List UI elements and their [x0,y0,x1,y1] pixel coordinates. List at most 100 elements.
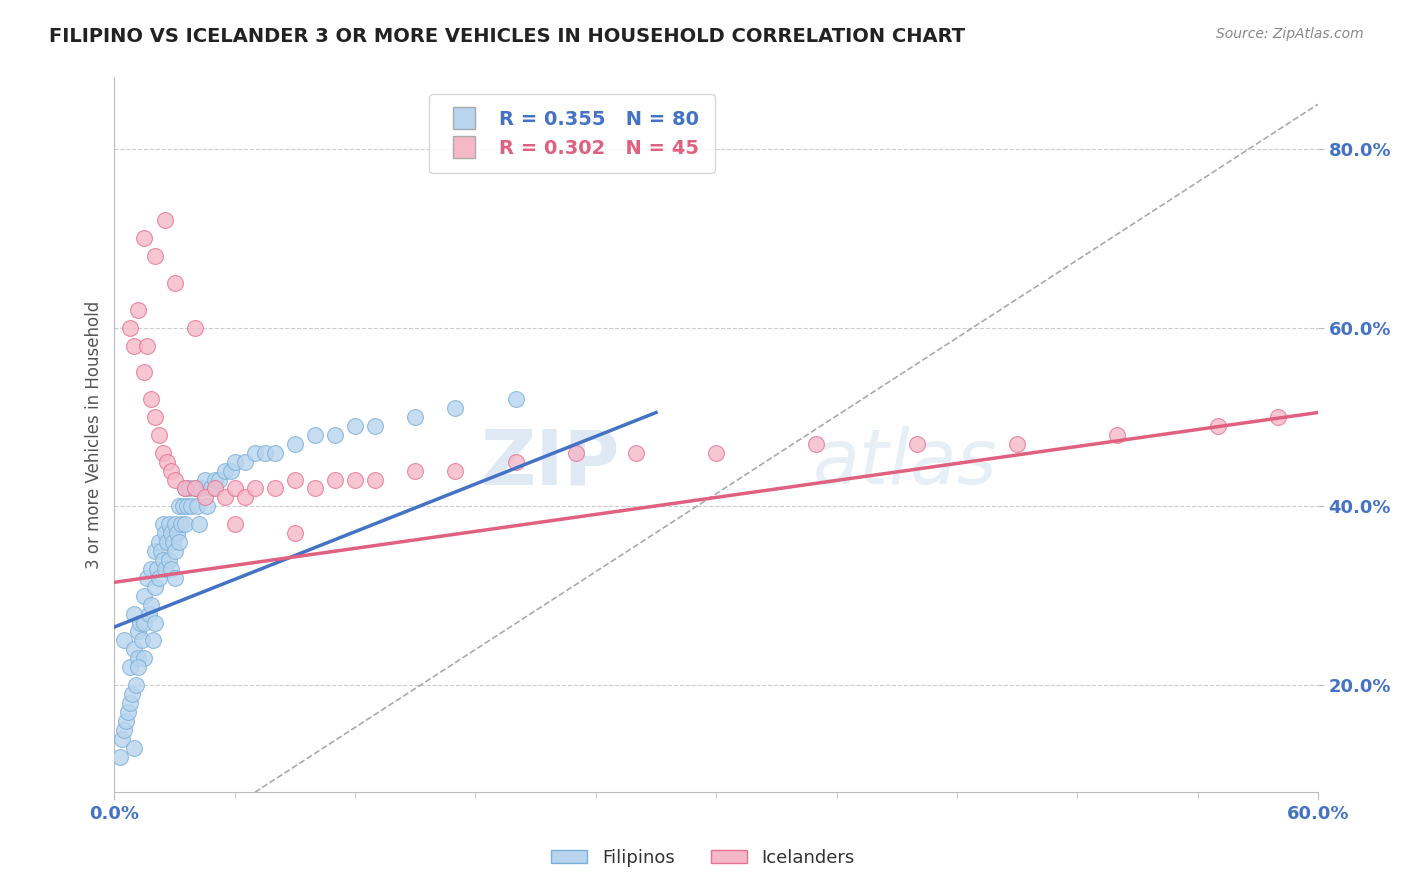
Point [173,482,195,496]
Point [243,482,266,496]
Point [145,562,167,576]
Point [444,464,467,478]
Point [183,482,205,496]
Point [155,455,177,469]
Point [148,571,170,585]
Point [323,428,346,442]
Point [214,491,236,505]
Point [143,249,166,263]
Point [195,500,218,514]
Point [124,642,146,657]
Point [152,517,174,532]
Point [163,473,186,487]
Point [148,535,170,549]
Point [134,615,156,630]
Point [163,571,186,585]
Point [194,491,217,505]
Point [117,705,139,719]
Point [905,437,928,451]
Point [157,517,180,532]
Point [127,660,149,674]
Point [177,482,200,496]
Point [173,517,195,532]
Point [344,473,367,487]
Point [163,544,186,558]
Point [304,428,326,442]
Point [224,455,246,469]
Point [163,276,186,290]
Point [284,526,307,541]
Point [364,418,387,433]
Point [264,446,287,460]
Point [135,338,157,352]
Point [120,660,142,674]
Point [129,615,152,630]
Text: atlas: atlas [813,426,997,500]
Point [304,482,326,496]
Point [187,517,209,532]
Point [1107,428,1129,442]
Point [159,562,181,576]
Point [143,544,166,558]
Point [153,562,176,576]
Point [135,571,157,585]
Point [284,437,307,451]
Point [204,482,226,496]
Point [125,678,148,692]
Point [219,464,242,478]
Point [159,464,181,478]
Point [143,409,166,424]
Point [134,651,156,665]
Text: ZIP: ZIP [481,426,620,500]
Point [505,392,527,406]
Point [153,213,176,227]
Point [284,473,307,487]
Point [127,302,149,317]
Point [186,500,208,514]
Point [114,723,136,737]
Point [155,535,177,549]
Point [143,580,166,594]
Point [224,517,246,532]
Point [444,401,467,415]
Point [1267,409,1289,424]
Text: FILIPINO VS ICELANDER 3 OR MORE VEHICLES IN HOUSEHOLD CORRELATION CHART: FILIPINO VS ICELANDER 3 OR MORE VEHICLES… [49,27,966,45]
Point [120,696,142,710]
Point [253,446,276,460]
Point [183,320,205,334]
Point [139,598,162,612]
Point [124,740,146,755]
Point [190,482,212,496]
Point [167,500,190,514]
Point [565,446,588,460]
Legend: R = 0.355   N = 80, R = 0.302   N = 45: R = 0.355 N = 80, R = 0.302 N = 45 [429,95,714,173]
Point [159,526,181,541]
Point [704,446,727,460]
Point [134,589,156,603]
Point [264,482,287,496]
Point [233,491,256,505]
Point [141,633,163,648]
Point [180,500,202,514]
Point [404,464,426,478]
Point [152,446,174,460]
Point [806,437,828,451]
Point [404,409,426,424]
Point [183,482,205,496]
Point [149,544,172,558]
Point [243,446,266,460]
Point [131,633,153,648]
Point [176,500,198,514]
Point [114,633,136,648]
Point [120,320,142,334]
Point [364,473,387,487]
Point [148,428,170,442]
Point [110,749,132,764]
Point [143,615,166,630]
Point [200,482,222,496]
Point [111,731,134,746]
Point [124,338,146,352]
Point [138,607,160,621]
Point [1206,418,1229,433]
Legend: Filipinos, Icelanders: Filipinos, Icelanders [544,842,862,874]
